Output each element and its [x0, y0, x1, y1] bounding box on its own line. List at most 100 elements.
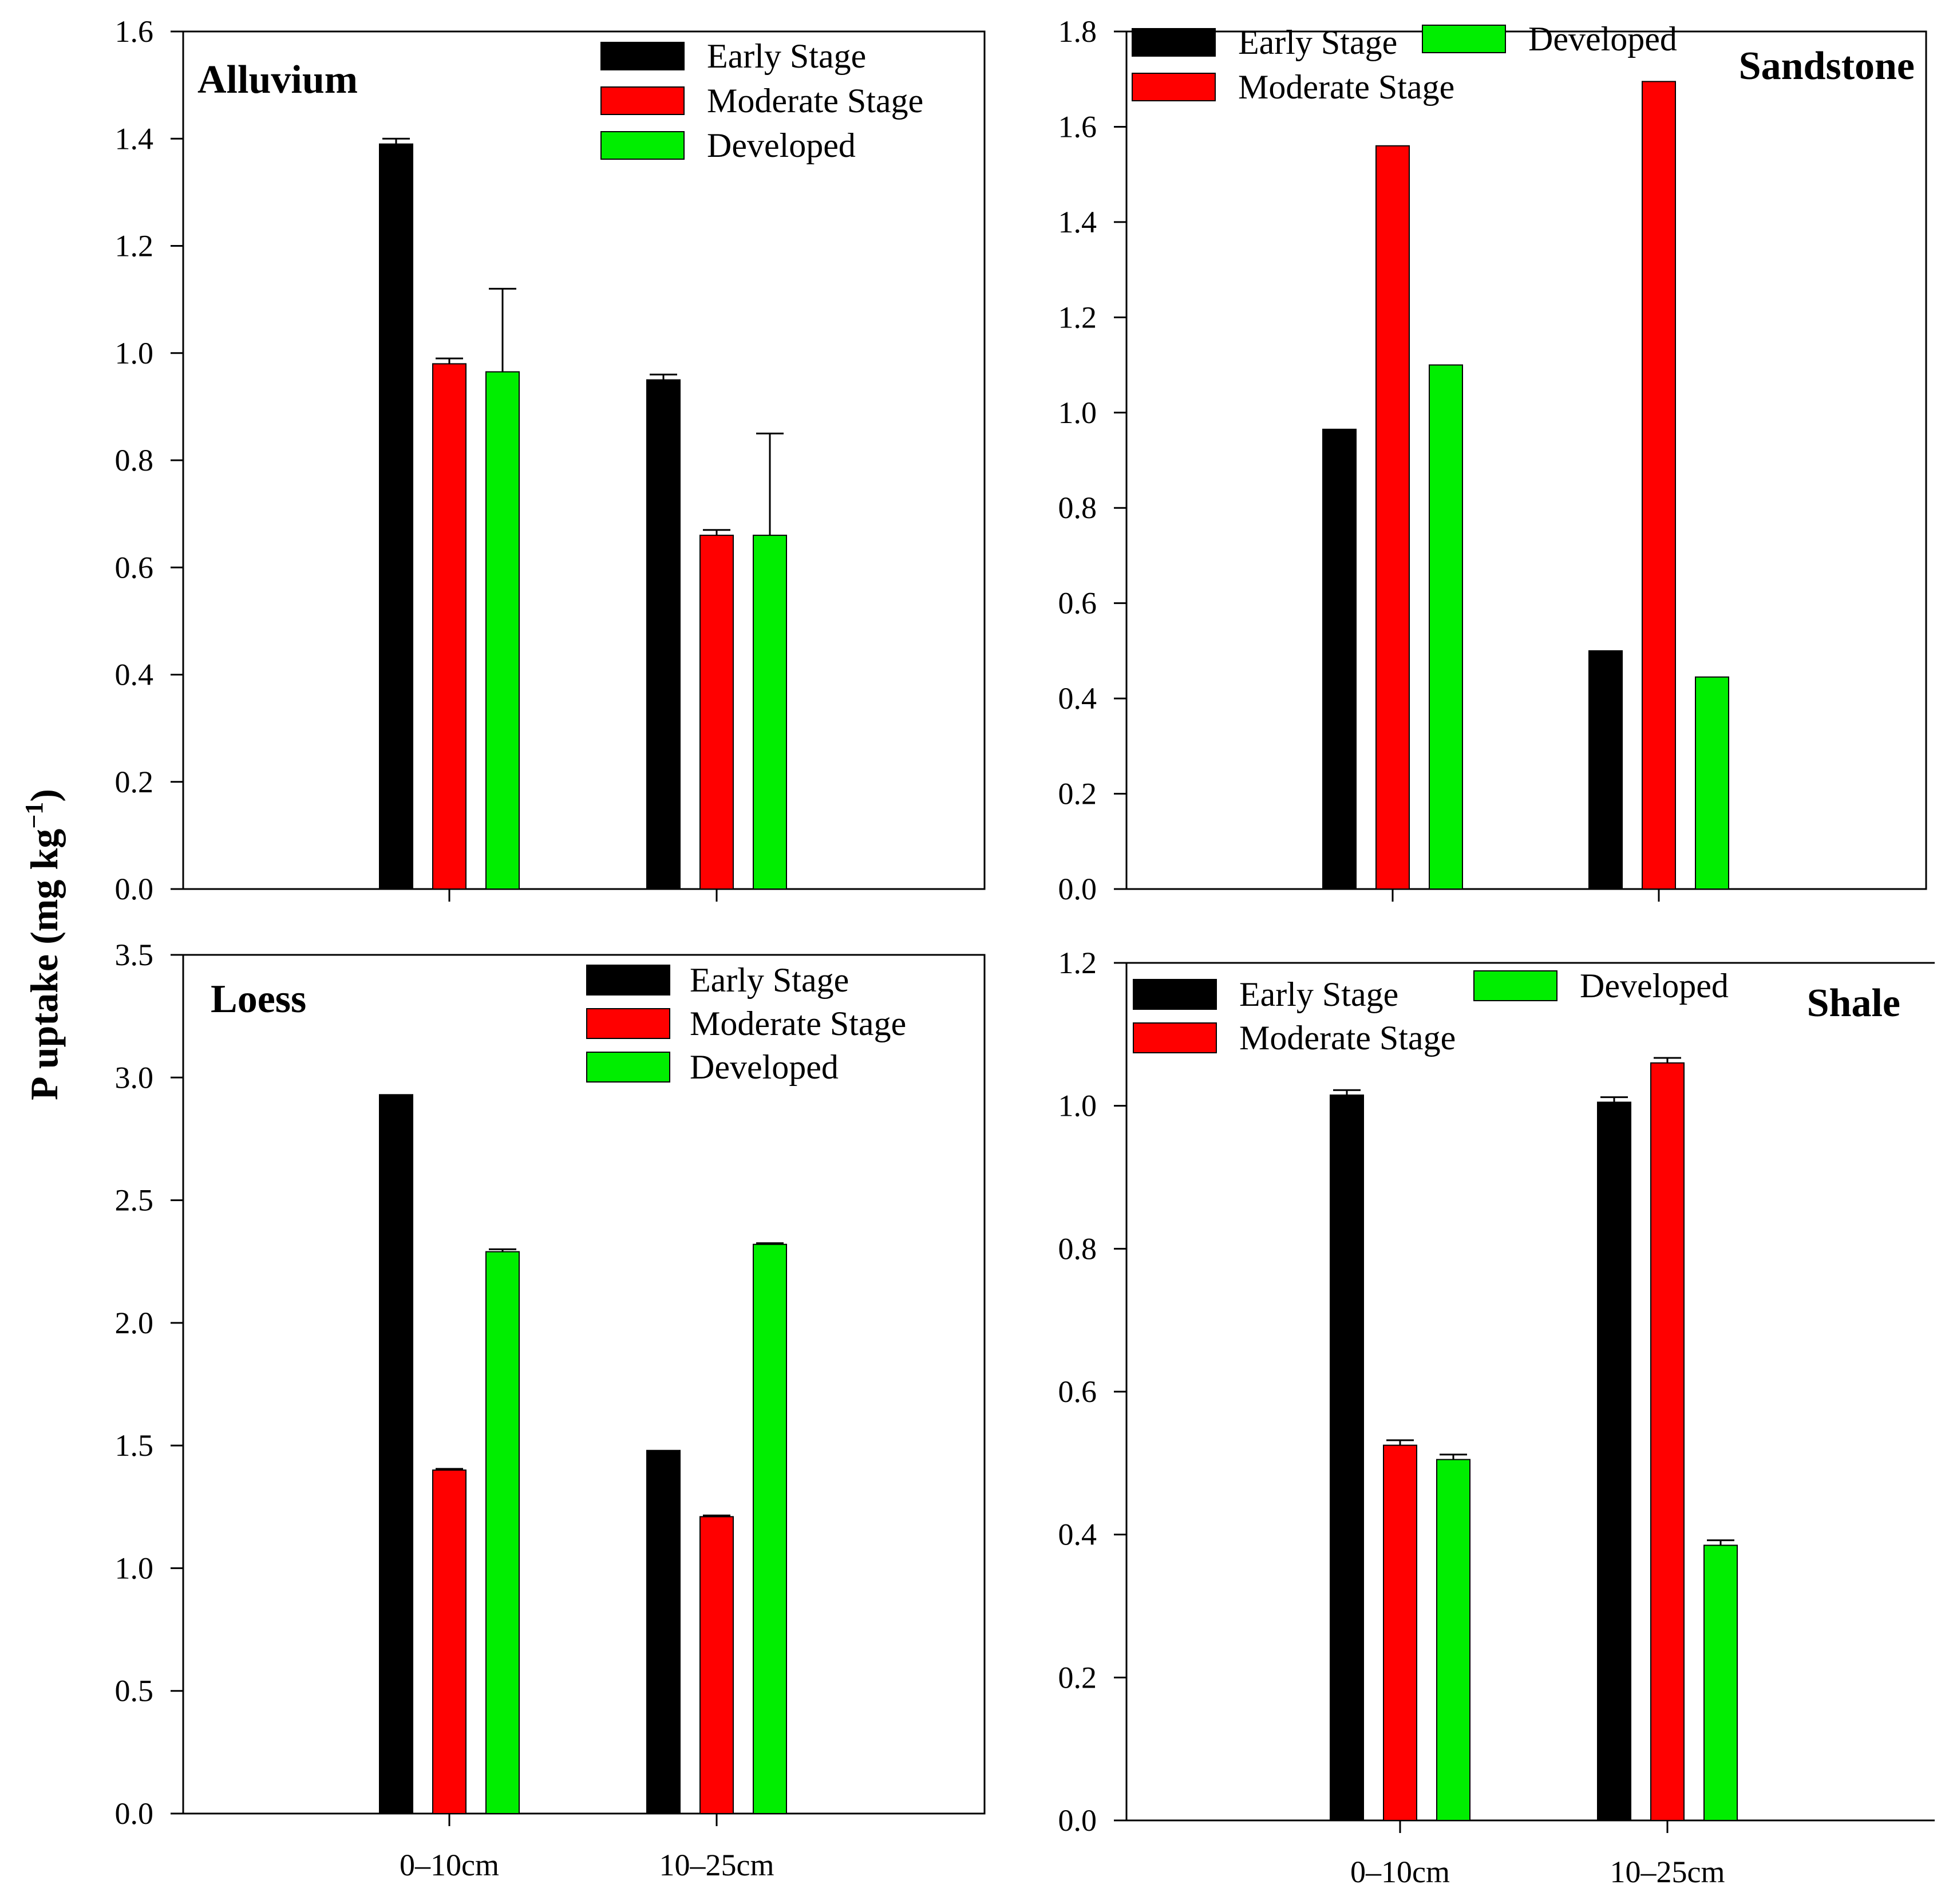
bar-moderate-stage [699, 535, 734, 890]
panels: 0.0 0.2 0.4 0.6 0.8 1.0 1.2 1.4 1.6 Alluvium Early… [115, 14, 1935, 1889]
y-tick-label: 1.6 [1058, 109, 1097, 144]
bar-developed [753, 535, 787, 890]
legend-swatch-early-stage [600, 42, 685, 70]
legend-swatch-moderate-stage [1132, 73, 1216, 101]
legend-swatch-early-stage [1133, 979, 1217, 1010]
plot-frame [1125, 30, 1927, 890]
y-tick-label: 1.2 [115, 229, 154, 263]
panel-title: Alluvium [197, 58, 358, 102]
bar-moderate-stage [699, 1516, 734, 1814]
bar-moderate-stage [1650, 1062, 1685, 1821]
y-tick-label: 0.6 [1058, 1374, 1097, 1409]
y-tick-label: 1.4 [115, 121, 154, 156]
y-tick-label: 2.0 [115, 1306, 154, 1340]
bar-developed [1429, 364, 1463, 890]
bar-developed [753, 1243, 787, 1815]
bar-moderate-stage [432, 1470, 467, 1814]
legend-label-early-stage: Early Stage [690, 961, 849, 999]
y-tick-label: 1.6 [115, 14, 154, 49]
y-tick-label: 0.8 [115, 443, 154, 477]
legend: Early Stage Developed Moderate Stage [1132, 20, 1677, 106]
legend-swatch-moderate-stage [1133, 1022, 1217, 1053]
bar-moderate-stage [1383, 1444, 1417, 1821]
bar-early-stage [379, 143, 413, 890]
legend: Early Stage Developed Moderate Stage [1133, 967, 1729, 1057]
y-tick-label: 0.4 [1058, 1518, 1097, 1552]
x-tick-label: 0–10cm [1350, 1855, 1450, 1889]
bar-moderate-stage [1375, 145, 1410, 890]
y-tick-label: 1.2 [1058, 300, 1097, 334]
legend-swatch-developed [1473, 970, 1557, 1001]
bar-developed [1695, 676, 1729, 890]
panel-sandstone: 0.0 0.2 0.4 0.6 0.8 1.0 1.2 1.4 1.6 1.8 Sandstone E… [1058, 14, 1927, 906]
bar-early-stage [1330, 1094, 1364, 1821]
legend-label-early-stage: Early Stage [1238, 23, 1397, 61]
legend-label-developed: Developed [1580, 967, 1729, 1005]
y-tick-label: 0.8 [1058, 491, 1097, 525]
bar-early-stage [646, 1449, 681, 1815]
y-tick-label: 0.0 [115, 872, 154, 906]
x-tick-label: 10–25cm [659, 1848, 774, 1882]
legend-swatch-developed [600, 131, 685, 160]
y-tick-label: 1.0 [1058, 1089, 1097, 1123]
legend-swatch-moderate-stage [600, 86, 685, 115]
bar-early-stage [1597, 1101, 1631, 1821]
y-tick-label: 1.8 [1058, 14, 1097, 49]
y-tick-label: 1.0 [115, 1551, 154, 1585]
y-tick-label: 0.5 [115, 1674, 154, 1708]
panel-shale: 0.0 0.2 0.4 0.6 0.8 1.0 1.2 0–10cm 10–25cm Shale E… [1058, 946, 1935, 1889]
legend-label-early-stage: Early Stage [707, 37, 866, 75]
legend-swatch-developed [1422, 25, 1506, 53]
bar-moderate-stage [432, 363, 467, 890]
y-tick-label: 0.4 [115, 658, 154, 692]
legend-label-developed: Developed [690, 1048, 839, 1086]
legend-label-developed: Developed [707, 127, 856, 164]
x-tick-label: 10–25cm [1610, 1855, 1725, 1889]
legend-label-moderate-stage: Moderate Stage [1238, 68, 1454, 106]
legend-label-developed: Developed [1528, 20, 1677, 58]
panel-loess: 0.0 0.5 1.0 1.5 2.0 2.5 3.0 3.5 0–10cm 10–25cm Loe… [115, 938, 986, 1882]
y-tick-label: 3.5 [115, 938, 154, 972]
y-tick-label: 0.2 [1058, 1660, 1097, 1694]
y-tick-label: 1.4 [1058, 205, 1097, 239]
legend-label-moderate-stage: Moderate Stage [690, 1005, 906, 1042]
y-tick-label: 1.0 [115, 336, 154, 370]
bar-moderate-stage [1642, 81, 1676, 890]
y-axis-title-superscript: −1 [20, 802, 48, 829]
y-axis-title: P uptake (mg kg−1) [20, 789, 66, 1100]
legend-label-early-stage: Early Stage [1239, 975, 1398, 1013]
y-axis-title-main: P uptake (mg kg [22, 829, 66, 1100]
bar-early-stage [1322, 428, 1357, 890]
x-tick-label: 0–10cm [400, 1848, 499, 1882]
panel-title: Sandstone [1739, 44, 1915, 88]
y-tick-label: 0.0 [1058, 872, 1097, 906]
panel-title: Loess [211, 977, 306, 1021]
y-tick-label: 0.6 [1058, 586, 1097, 621]
panel-title: Shale [1807, 981, 1900, 1025]
legend-swatch-early-stage [1132, 28, 1216, 57]
y-tick-label: 1.2 [1058, 946, 1097, 980]
legend-swatch-developed [586, 1052, 670, 1083]
legend: Early Stage Moderate Stage Developed [586, 961, 906, 1086]
legend-label-moderate-stage: Moderate Stage [707, 82, 923, 120]
y-tick-label: 0.0 [115, 1796, 154, 1831]
y-tick-label: 1.0 [1058, 396, 1097, 430]
y-tick-label: 0.2 [1058, 777, 1097, 811]
legend-swatch-early-stage [586, 965, 670, 996]
bar-early-stage [1588, 650, 1623, 890]
bar-early-stage [646, 379, 681, 890]
y-tick-label: 0.2 [115, 765, 154, 799]
bar-developed [1703, 1544, 1738, 1821]
bar-early-stage [379, 1094, 413, 1814]
plot-frame [182, 954, 986, 1815]
panel-alluvium: 0.0 0.2 0.4 0.6 0.8 1.0 1.2 1.4 1.6 Alluvium Early… [115, 14, 986, 906]
legend: Early Stage Moderate Stage Developed [600, 37, 923, 164]
y-tick-label: 0.4 [1058, 681, 1097, 716]
y-tick-label: 2.5 [115, 1183, 154, 1218]
bar-developed [485, 1251, 520, 1815]
bar-developed [1436, 1459, 1470, 1821]
y-tick-label: 1.5 [115, 1428, 154, 1463]
y-tick-label: 0.0 [1058, 1803, 1097, 1838]
bar-developed [485, 371, 520, 890]
